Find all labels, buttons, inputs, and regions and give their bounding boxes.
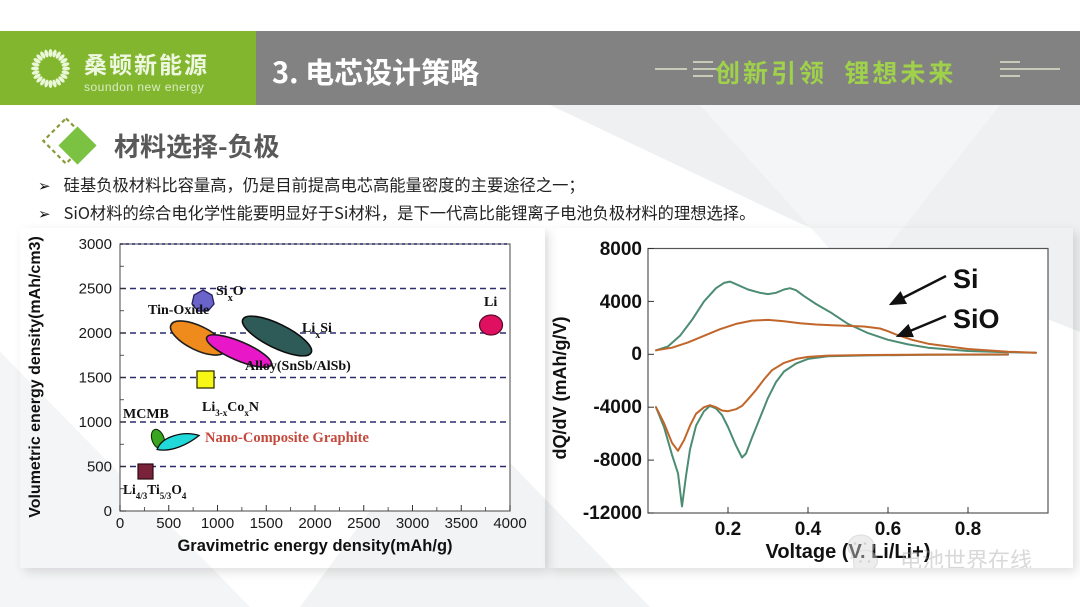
svg-text:2000: 2000: [79, 325, 112, 342]
svg-text:0.4: 0.4: [795, 519, 822, 540]
svg-text:-8000: -8000: [593, 450, 642, 471]
svg-text:dQ/dV (mAh/g/V): dQ/dV (mAh/g/V): [550, 317, 570, 460]
svg-text:0.2: 0.2: [715, 519, 741, 540]
svg-text:0.8: 0.8: [955, 519, 981, 540]
svg-text:3000: 3000: [79, 236, 112, 253]
svg-text:2500: 2500: [79, 281, 112, 298]
svg-text:1000: 1000: [79, 414, 112, 431]
svg-text:0: 0: [116, 515, 124, 532]
svg-text:2500: 2500: [347, 515, 380, 532]
svg-text:SiO: SiO: [953, 304, 1000, 334]
svg-text:Li: Li: [484, 295, 497, 310]
svg-text:0: 0: [631, 344, 642, 365]
svg-text:MCMB: MCMB: [123, 407, 169, 422]
svg-text:Alloy(SnSb/AlSb): Alloy(SnSb/AlSb): [245, 359, 351, 374]
svg-text:0: 0: [104, 503, 112, 520]
svg-text:1000: 1000: [201, 515, 234, 532]
svg-text:1500: 1500: [79, 370, 112, 387]
svg-text:Tin-Oxide: Tin-Oxide: [148, 303, 209, 318]
svg-text:3500: 3500: [445, 515, 478, 532]
svg-text:1500: 1500: [250, 515, 283, 532]
svg-text:4000: 4000: [493, 515, 526, 532]
svg-text:Gravimetric energy density(mAh: Gravimetric energy density(mAh/g): [177, 537, 452, 555]
svg-text:3000: 3000: [396, 515, 429, 532]
svg-text:Nano-Composite Graphite: Nano-Composite Graphite: [205, 430, 369, 446]
svg-text:500: 500: [156, 515, 181, 532]
svg-text:Volumetric energy density(mAh/: Volumetric energy density(mAh/cm3): [27, 236, 44, 518]
svg-text:-12000: -12000: [583, 503, 642, 524]
svg-text:2000: 2000: [298, 515, 331, 532]
svg-text:500: 500: [87, 459, 112, 476]
svg-text:8000: 8000: [600, 239, 642, 260]
svg-text:4000: 4000: [600, 292, 642, 313]
svg-text:电池世界在线: 电池世界在线: [900, 543, 1032, 568]
svg-text:0.6: 0.6: [875, 519, 901, 540]
svg-text:-4000: -4000: [593, 397, 642, 418]
svg-text:Si: Si: [953, 264, 979, 294]
